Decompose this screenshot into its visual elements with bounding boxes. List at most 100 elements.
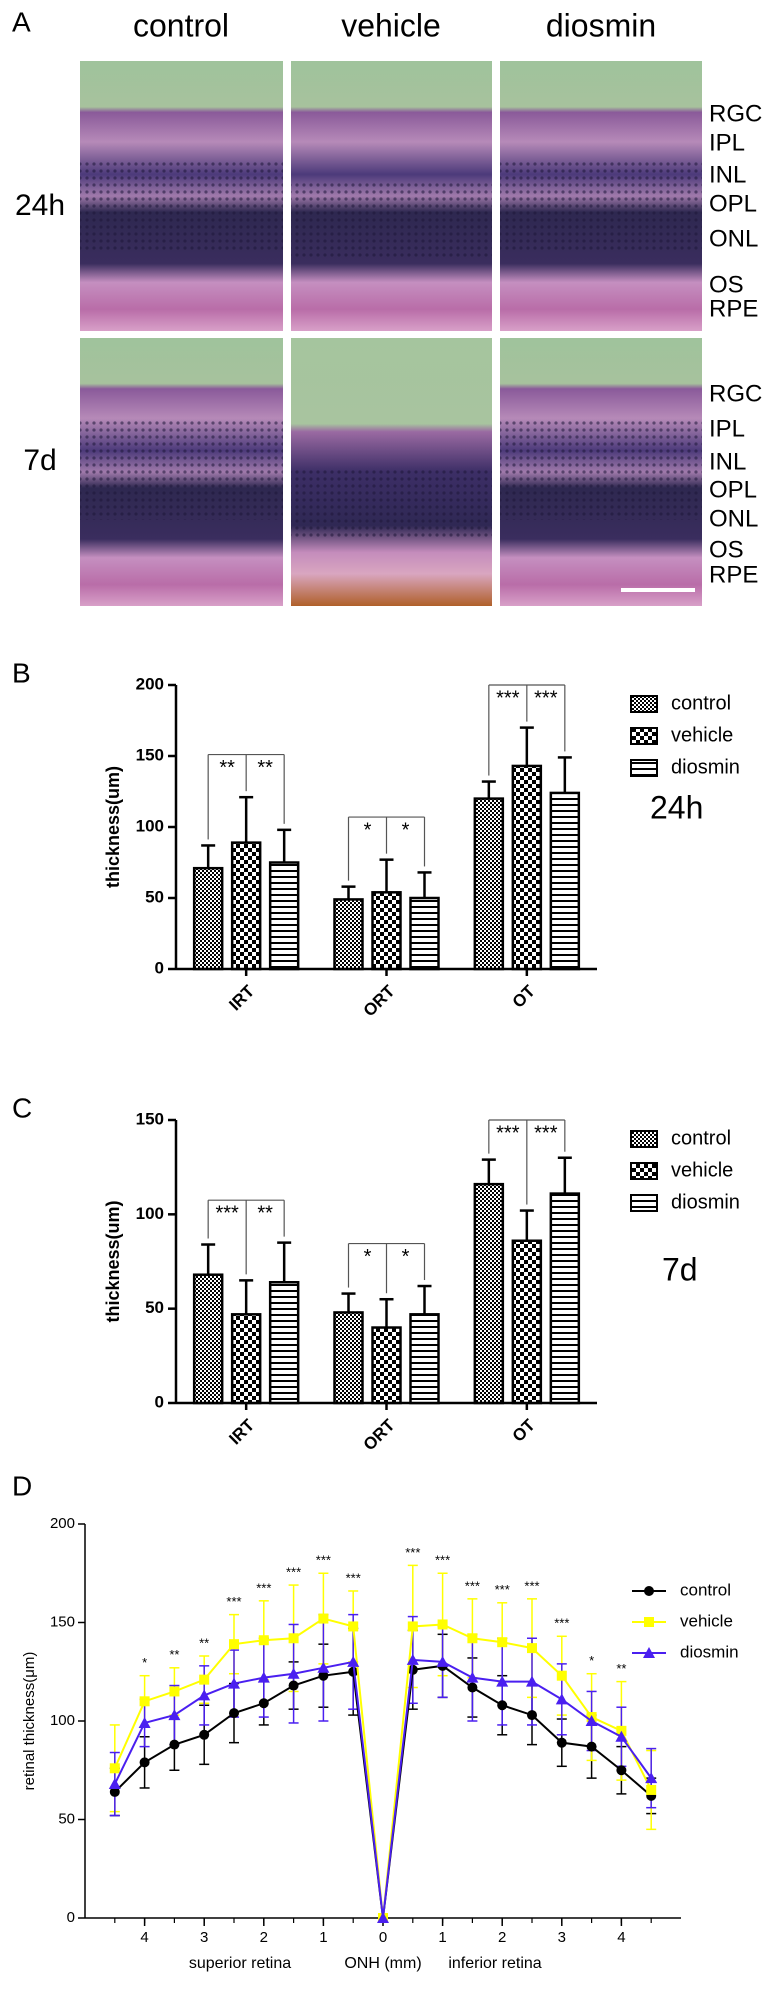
significance: ** — [219, 757, 235, 779]
x-tick-label: IRT — [225, 981, 258, 1014]
y-tick-label: 100 — [136, 1204, 164, 1223]
legend-swatch — [630, 1130, 658, 1148]
legend-swatch — [630, 727, 658, 745]
legend-label: diosmin — [671, 1191, 740, 1213]
bar — [192, 866, 224, 971]
point — [586, 1741, 597, 1752]
series-line — [114, 1664, 652, 1919]
point — [139, 1757, 150, 1768]
point — [258, 1698, 269, 1709]
bar — [230, 841, 262, 971]
point — [168, 1709, 181, 1721]
significance: * — [589, 1653, 594, 1668]
point — [109, 1786, 120, 1797]
layer-label: INL — [709, 161, 746, 188]
x-tick-label: OT — [509, 1415, 540, 1446]
point — [317, 1661, 330, 1673]
significance: ** — [257, 1202, 273, 1224]
bar — [549, 791, 581, 971]
x-tick-label: 3 — [558, 1929, 566, 1946]
bar — [409, 1313, 440, 1405]
legend-label: control — [671, 1127, 731, 1149]
row-label: 24h — [15, 189, 65, 222]
y-axis-label: retinal thickness(μm) — [21, 1652, 38, 1791]
y-tick-label: 150 — [136, 1109, 164, 1128]
panel-label: A — [12, 6, 31, 37]
legend-label: control — [680, 1580, 731, 1599]
layer-label: IPL — [709, 415, 745, 442]
bar — [549, 1192, 581, 1405]
x-axis-label: inferior retina — [448, 1955, 541, 1972]
layer-label: RPE — [709, 295, 758, 322]
point — [646, 1784, 657, 1795]
legend-label: vehicle — [671, 724, 733, 746]
bar — [268, 861, 300, 971]
bar — [333, 898, 364, 971]
y-axis-label: thickness(um) — [103, 766, 123, 888]
point — [407, 1664, 418, 1675]
column-header: vehicle — [341, 7, 441, 43]
significance: ** — [169, 1647, 179, 1662]
x-tick-label: 1 — [319, 1929, 327, 1946]
y-tick-label: 100 — [136, 816, 164, 835]
point — [287, 1667, 300, 1679]
significance: * — [402, 819, 410, 841]
point — [615, 1730, 628, 1742]
series-line — [113, 1658, 653, 1919]
texture — [80, 420, 283, 520]
point — [109, 1763, 120, 1774]
significance: *** — [496, 687, 520, 709]
legend-label: control — [671, 692, 731, 714]
bar — [268, 1281, 300, 1405]
bar — [230, 1313, 262, 1405]
bar — [511, 1239, 543, 1405]
point — [585, 1715, 598, 1726]
y-tick-label: 200 — [136, 674, 164, 693]
point — [138, 1716, 151, 1728]
legend-marker — [643, 1647, 655, 1658]
x-tick-label: 3 — [200, 1929, 208, 1946]
significance: ** — [199, 1635, 209, 1650]
y-tick-label: 50 — [145, 1298, 164, 1317]
point — [348, 1666, 359, 1677]
significance: ** — [616, 1661, 626, 1676]
bar — [473, 797, 505, 971]
x-tick-label: OT — [509, 981, 540, 1012]
point — [348, 1621, 359, 1632]
column-header: diosmin — [546, 7, 656, 43]
layer-label: RGC — [709, 380, 762, 407]
column-header: control — [133, 7, 229, 43]
x-tick-label: 4 — [617, 1929, 625, 1946]
legend-label: diosmin — [680, 1642, 739, 1661]
significance: * — [142, 1655, 147, 1670]
x-tick-label: IRT — [225, 1415, 258, 1448]
significance: * — [364, 819, 372, 841]
point — [199, 1674, 210, 1685]
point — [199, 1729, 210, 1740]
row-label: 7d — [23, 444, 56, 477]
point — [437, 1619, 448, 1630]
x-tick-label: 2 — [498, 1929, 506, 1946]
point — [467, 1682, 478, 1693]
point — [169, 1739, 180, 1750]
point — [318, 1670, 329, 1681]
series-line — [113, 1617, 653, 1919]
y-tick-label: 50 — [145, 887, 164, 906]
annotation: 7d — [662, 1251, 698, 1287]
bar — [473, 1182, 505, 1405]
texture — [500, 420, 702, 520]
point — [527, 1710, 537, 1721]
significance: *** — [496, 1122, 520, 1144]
significance: *** — [534, 1122, 558, 1144]
y-tick-label: 50 — [58, 1810, 75, 1827]
point — [497, 1700, 508, 1711]
significance: ** — [257, 757, 273, 779]
point — [139, 1696, 150, 1707]
significance: *** — [465, 1578, 480, 1593]
x-tick-label: ORT — [360, 1415, 399, 1454]
y-tick-label: 150 — [136, 745, 164, 764]
significance: *** — [435, 1553, 450, 1568]
legend-label: vehicle — [680, 1611, 733, 1630]
layer-label: OPL — [709, 190, 757, 217]
